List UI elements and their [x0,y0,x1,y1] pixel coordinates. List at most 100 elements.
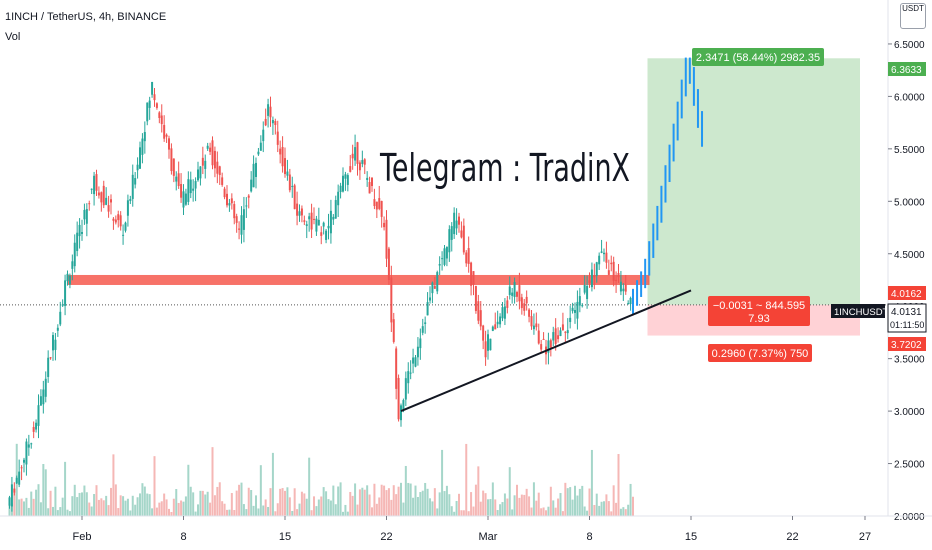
candle-body [119,215,122,227]
candle-body [407,371,410,384]
volume-bar [465,443,468,516]
candle-body [537,330,540,344]
volume-bar [213,495,216,516]
volume-bar [392,485,395,516]
volume-bar [310,510,313,516]
candle-body [56,327,59,331]
candle-body [155,103,158,108]
take-profit-zone[interactable] [647,58,861,305]
volume-bar [286,487,289,516]
candle-body [397,377,400,420]
currency-badge[interactable]: USDT [900,3,926,29]
volume-bar [564,482,567,516]
candle-body [619,281,622,292]
volume-bar [421,490,424,516]
candle-body [257,151,260,155]
volume-bar [344,504,347,516]
price-axis[interactable]: 2.00002.50003.00003.50004.00004.50005.00… [888,40,925,523]
volume-bar [271,452,274,516]
volume-bar [52,506,54,516]
volume-bar [460,510,463,516]
volume-bar [595,493,598,516]
volume-bar [102,500,105,516]
candle-body [177,173,180,187]
volume-bar [528,496,531,516]
candle-body [187,179,190,202]
candle-body [139,147,141,169]
volume-bar [192,492,195,516]
candle-body [52,335,54,351]
volume-bar [221,501,224,516]
volume-bar [571,499,574,516]
volume-bar [85,492,88,516]
volume-bar [325,491,328,516]
volume-legend[interactable]: Vol [5,31,21,43]
volume-bar [143,486,146,516]
symbol-header[interactable]: 1INCH / TetherUS, 4h, BINANCE [5,11,167,23]
candle-body [23,459,25,463]
volume-bar [549,486,552,516]
volume-bar [450,506,453,516]
volume-bar [293,488,296,516]
candle-body [472,271,475,285]
candle-body [255,162,257,178]
candle-body [583,284,586,293]
x-tick-label: 8 [586,531,592,543]
candle-body [371,177,373,187]
volume-bar [615,502,618,516]
candle-body [64,280,67,306]
candle-body [25,441,28,465]
volume-bar [81,492,83,516]
candle-body [105,197,108,205]
candle-body [271,119,274,124]
candle-body [136,164,139,171]
candle-body [453,212,456,235]
volume-bar [590,449,593,516]
volume-bar [83,485,86,516]
candle-body [42,389,45,405]
volume-bar [542,507,545,516]
candle-body [462,225,465,253]
y-tick-label: 3.5000 [894,355,925,366]
candle-body [501,307,504,319]
volume-bar [375,503,378,516]
candle-body [100,192,103,203]
candle-body [182,191,185,208]
candle-body [363,159,366,165]
svg-text:2.3471 (58.44%) 2982.35: 2.3471 (58.44%) 2982.35 [696,52,820,64]
volume-bar [296,509,299,516]
volume-bar [90,506,93,516]
volume-bar [199,490,202,516]
resistance-band[interactable] [67,274,650,285]
volume-bar [583,506,586,516]
volume-bar [126,498,129,516]
candle-body [204,160,207,169]
candle-body [158,112,161,119]
candle-body [90,188,93,190]
ascending-trendline[interactable] [400,289,692,413]
candle-body [559,330,562,337]
volume-bar [545,510,547,516]
x-tick-label: 22 [380,531,392,543]
time-axis[interactable]: Feb 8 15 22 Mar 8 15 22 27 [73,516,872,543]
volume-bar [110,487,112,516]
volume-bar [622,507,625,516]
candle-body [516,292,518,297]
candle-body [387,248,390,280]
x-tick-label: Feb [73,531,92,543]
candle-body [175,176,178,182]
candle-body [358,162,361,171]
candle-body [73,242,76,267]
loss-label: 0.2960 (7.37%) 750 [708,344,812,362]
volume-bar [523,494,526,516]
candle-body [122,234,125,236]
candle-body [600,251,603,253]
volume-bar [155,507,158,516]
candle-body [361,160,364,164]
current-price-tag: 4.0131 01:11:50 [887,303,927,333]
candle-body [276,131,279,145]
y-tick-label: 6.5000 [894,40,925,51]
volume-bar [252,505,255,516]
candle-body [192,188,195,191]
